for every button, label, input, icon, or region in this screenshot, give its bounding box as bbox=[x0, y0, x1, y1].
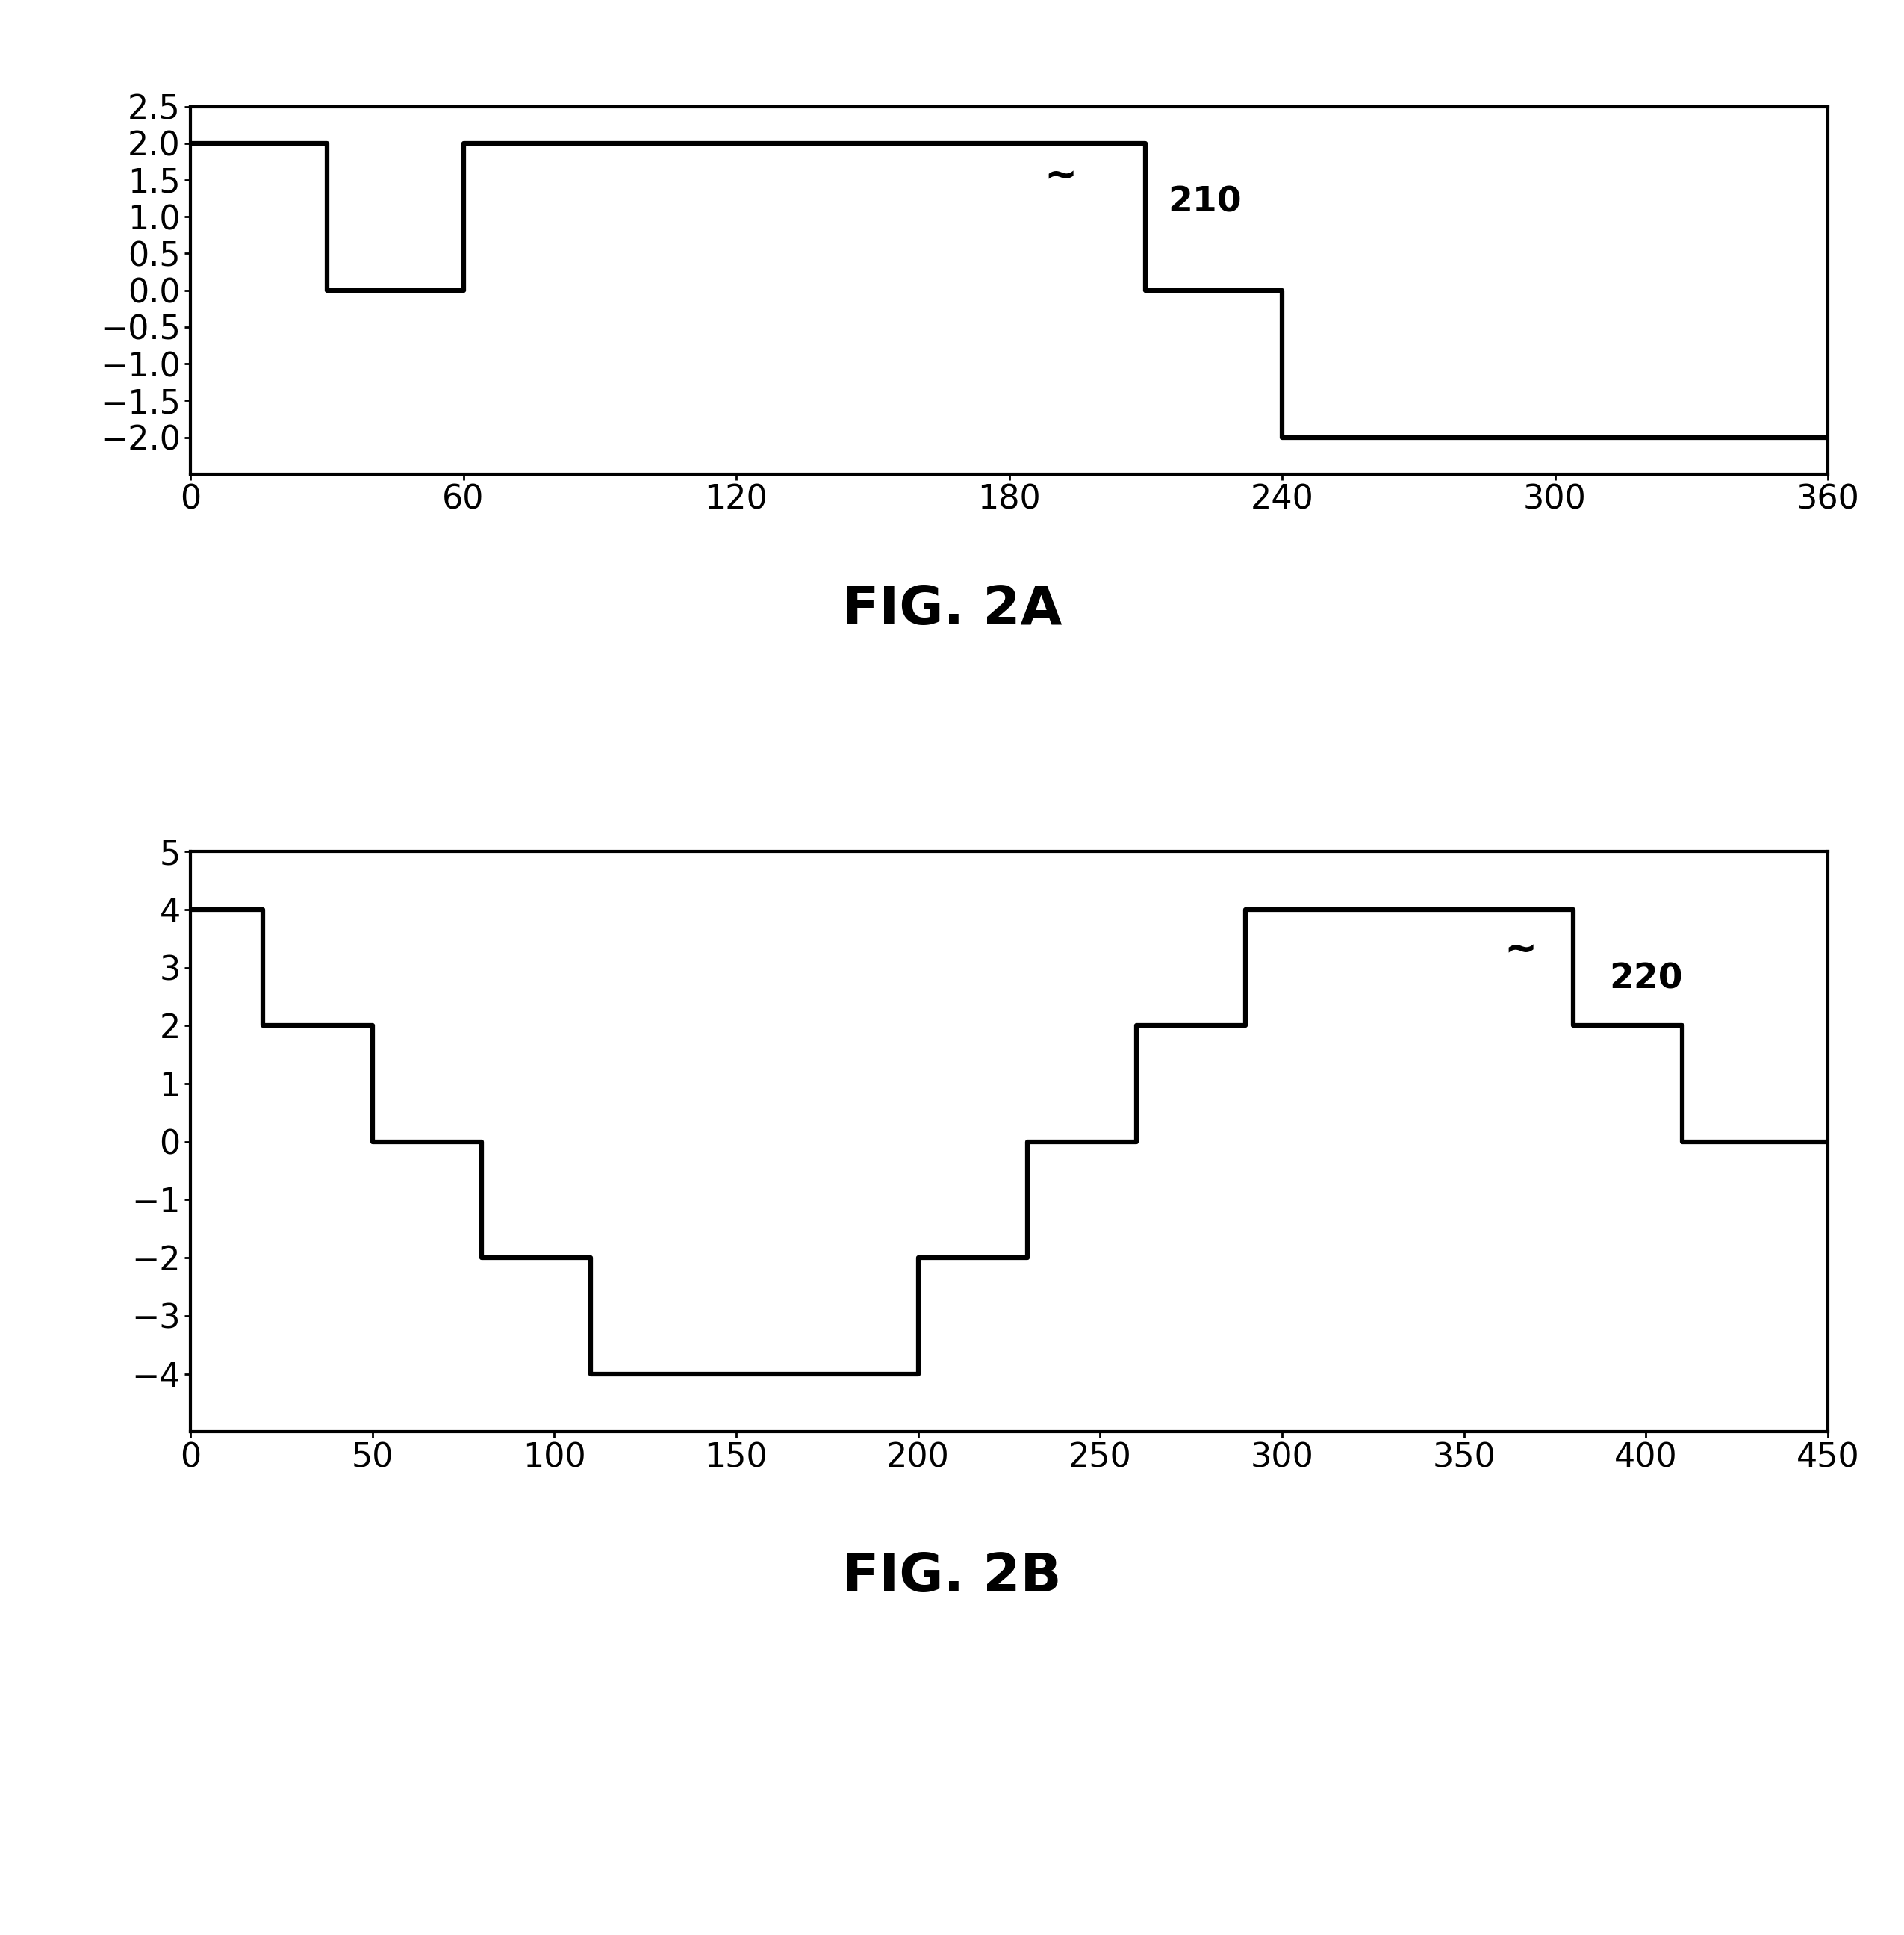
Text: ~: ~ bbox=[1504, 931, 1537, 969]
Text: FIG. 2B: FIG. 2B bbox=[842, 1552, 1062, 1602]
Text: FIG. 2A: FIG. 2A bbox=[842, 584, 1062, 635]
Text: 220: 220 bbox=[1609, 962, 1683, 997]
Text: 210: 210 bbox=[1169, 186, 1241, 219]
Text: ~: ~ bbox=[1043, 157, 1078, 195]
